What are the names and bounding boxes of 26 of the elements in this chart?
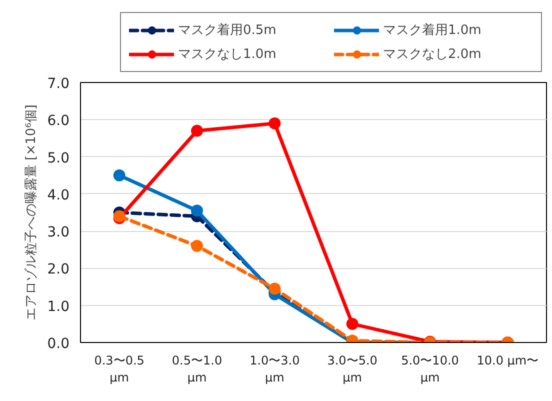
x-tick-label: 5.0〜10.0 μm bbox=[401, 354, 459, 384]
y-tick-label: 0.0 bbox=[47, 336, 70, 352]
y-axis-title: エアロゾル粒子への曝露量 [×10⁶個] bbox=[24, 104, 40, 320]
x-tick-label: 3.0〜5.0 μm bbox=[327, 354, 378, 384]
y-tick-label: 7.0 bbox=[47, 76, 70, 92]
y-tick-label: 4.0 bbox=[47, 187, 70, 204]
x-tick-label: 1.0〜3.0 μm bbox=[250, 354, 300, 384]
legend-label: マスク着用1.0m bbox=[383, 22, 482, 39]
x-tick-label: 10.0 μm〜 bbox=[476, 354, 539, 368]
y-tick-label: 3.0 bbox=[47, 224, 70, 241]
legend-label: マスクなし2.0m bbox=[383, 46, 482, 63]
x-tick-label: 0.3〜0.5 μm bbox=[94, 354, 144, 384]
point bbox=[113, 169, 126, 182]
y-tick-label: 1.0 bbox=[47, 298, 70, 315]
point bbox=[268, 282, 281, 295]
point bbox=[268, 117, 281, 130]
legend-label: マスク着用0.5m bbox=[178, 22, 278, 39]
point bbox=[191, 240, 203, 252]
legend-label: マスクなし1.0m bbox=[178, 46, 278, 63]
point bbox=[191, 124, 203, 137]
x-tick-label: 0.5〜1.0 μm bbox=[172, 354, 222, 384]
point bbox=[191, 204, 203, 217]
point bbox=[346, 318, 358, 330]
y-tick-label: 5.0 bbox=[47, 150, 70, 166]
y-tick-label: 6.0 bbox=[47, 113, 70, 130]
y-tick-label: 2.0 bbox=[47, 262, 70, 278]
